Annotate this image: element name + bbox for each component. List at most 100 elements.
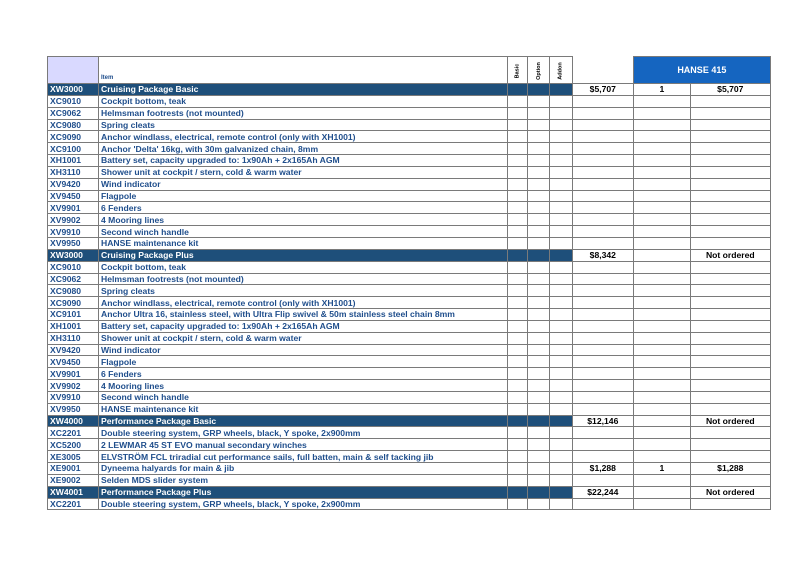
item-description: Second winch handle [98, 225, 508, 238]
quantity-cell [632, 106, 691, 120]
item-row: XV9902 4 Mooring lines [47, 213, 771, 227]
price-cell [571, 130, 634, 144]
addon-cell [549, 118, 573, 132]
item-row: XV9450 Flagpole [47, 189, 771, 203]
quantity-cell: 1 [632, 462, 691, 475]
item-row: XH1001 Battery set, capacity upgraded to:… [47, 154, 771, 167]
item-code: XC5200 [47, 438, 99, 452]
quantity-cell [632, 426, 691, 440]
addon-cell [549, 343, 573, 357]
item-row: XV9910 Second winch handle [47, 225, 771, 238]
addon-cell [549, 367, 573, 381]
option-cell [526, 236, 551, 250]
price-cell [571, 260, 634, 274]
total-cell [689, 343, 771, 357]
addon-cell [549, 390, 573, 404]
item-code: XV9950 [47, 402, 99, 416]
option-cell [526, 402, 551, 416]
price-cell [571, 367, 634, 381]
basic-cell [507, 367, 528, 381]
item-description: Second winch handle [98, 390, 508, 404]
item-row: XV9902 4 Mooring lines [47, 379, 771, 392]
addon-cell [549, 154, 573, 167]
price-cell [571, 213, 634, 227]
quantity-cell [632, 272, 691, 286]
item-code: XV9450 [47, 355, 99, 369]
quantity-cell [632, 485, 691, 499]
item-code: XW4001 [47, 485, 99, 499]
total-cell [689, 142, 771, 156]
price-header [572, 57, 633, 84]
item-row: XC9062 Helmsman footrests (not mounted) [47, 272, 771, 286]
price-cell [571, 94, 634, 108]
basic-cell [507, 177, 528, 191]
quantity-cell [632, 319, 691, 333]
item-description: Double steering system, GRP wheels, blac… [98, 426, 508, 440]
quantity-cell [632, 331, 691, 345]
item-description: Performance Package Basic [98, 414, 508, 428]
item-row: XE9002 Selden MDS slider system [47, 473, 771, 487]
price-cell [571, 154, 634, 167]
item-code: XC9010 [47, 94, 99, 108]
price-cell: $8,342 [571, 248, 634, 262]
basic-cell [507, 462, 528, 475]
item-row: XH3110 Shower unit at cockpit / stern, co… [47, 165, 771, 179]
basic-cell [507, 319, 528, 333]
price-cell [571, 450, 634, 463]
total-cell: Not ordered [689, 485, 771, 499]
basic-cell [507, 106, 528, 120]
total-cell [689, 236, 771, 250]
addon-cell [549, 485, 573, 499]
price-cell [571, 272, 634, 286]
item-description: Wind indicator [98, 177, 508, 191]
item-row: XC9100 Anchor 'Delta' 16kg, with 30m galv… [47, 142, 771, 156]
item-row: XC9062 Helmsman footrests (not mounted) [47, 106, 771, 120]
package-row: XW4000 Performance Package Basic $12,146 No… [47, 414, 771, 428]
basic-cell [507, 130, 528, 144]
quantity-cell [632, 260, 691, 274]
basic-cell [507, 426, 528, 440]
item-code: XH3110 [47, 331, 99, 345]
item-header: Item [98, 56, 508, 84]
quantity-cell [632, 379, 691, 392]
item-description: Anchor windlass, electrical, remote cont… [98, 130, 508, 144]
item-row: XH1001 Battery set, capacity upgraded to:… [47, 319, 771, 333]
total-cell [689, 450, 771, 463]
price-cell [571, 379, 634, 392]
addon-cell [549, 331, 573, 345]
option-cell [526, 319, 551, 333]
total-cell [689, 177, 771, 191]
basic-cell [507, 379, 528, 392]
item-row: XV9420 Wind indicator [47, 343, 771, 357]
basic-cell [507, 189, 528, 203]
item-description: Anchor windlass, electrical, remote cont… [98, 296, 508, 310]
item-row: XE3005 ELVSTRÖM FCL triradial cut perform… [47, 450, 771, 463]
item-description: Spring cleats [98, 118, 508, 132]
addon-cell [549, 473, 573, 487]
corner-cell [47, 56, 99, 84]
option-cell [526, 462, 551, 475]
total-cell [689, 165, 771, 179]
quantity-cell [632, 248, 691, 262]
quantity-cell [632, 213, 691, 227]
quantity-cell [632, 296, 691, 310]
item-row: XC9101 Anchor Ultra 16, stainless steel, … [47, 308, 771, 321]
quantity-cell [632, 402, 691, 416]
model-header: HANSE 415 [632, 56, 771, 84]
option-cell [526, 165, 551, 179]
addon-cell [549, 379, 573, 392]
option-cell [526, 94, 551, 108]
option-cell [526, 485, 551, 499]
item-description: Dyneema halyards for main & jib [98, 462, 508, 475]
addon-cell [549, 165, 573, 179]
item-description: Selden MDS slider system [98, 473, 508, 487]
item-row: XE9001 Dyneema halyards for main & jib $1,… [47, 462, 771, 475]
option-cell [526, 83, 551, 96]
quantity-cell [632, 390, 691, 404]
item-row: XV9950 HANSE maintenance kit [47, 402, 771, 416]
addon-cell [549, 142, 573, 156]
addon-cell [549, 355, 573, 369]
basic-header: Basic [507, 56, 528, 84]
item-code: XV9902 [47, 379, 99, 392]
total-cell [689, 402, 771, 416]
